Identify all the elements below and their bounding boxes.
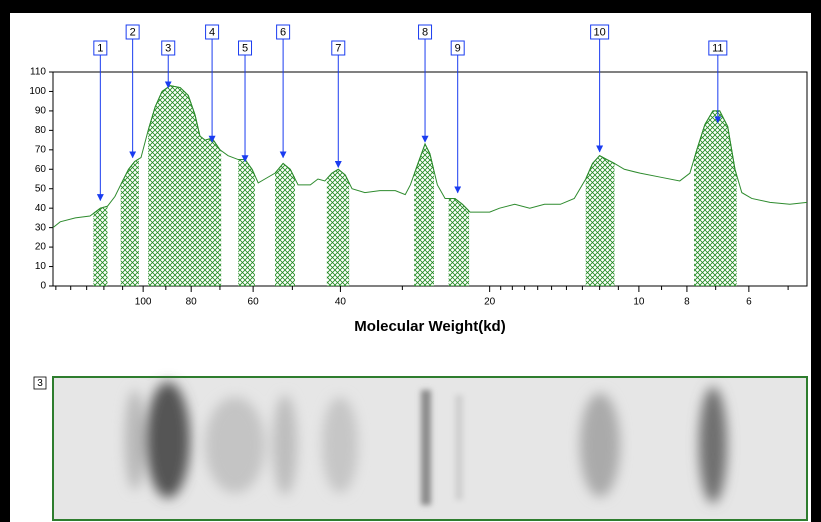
y-tick-label: 20 [35,242,47,253]
peak-label: 9 [455,42,461,54]
peak-label: 6 [280,26,286,38]
y-tick-label: 70 [35,144,47,155]
x-tick-label: 80 [186,297,198,308]
lane-label: 3 [37,378,43,389]
x-tick-label: 20 [484,297,496,308]
x-tick-label: 10 [633,297,645,308]
y-tick-label: 50 [35,183,47,194]
peak-label: 8 [422,26,428,38]
gel-band [205,397,265,493]
y-tick-label: 90 [35,106,47,117]
x-tick-label: 8 [684,297,690,308]
gel-band [699,387,727,503]
gel-band [146,382,190,498]
y-tick-label: 30 [35,222,47,233]
gel-band [455,395,463,500]
gel-band [125,390,145,490]
x-axis-label: Molecular Weight(kd) [354,318,505,335]
peak-label: 4 [209,26,215,38]
y-tick-label: 10 [35,261,47,272]
x-tick-label: 40 [335,297,347,308]
gel-band [273,395,297,495]
y-tick-label: 100 [29,86,46,97]
y-tick-label: 60 [35,164,47,175]
peak-label: 7 [335,42,341,54]
y-tick-label: 110 [30,67,46,78]
peak-label: 11 [712,42,723,54]
peak-label: 10 [594,26,606,38]
x-tick-label: 100 [135,297,152,308]
gel-image: 3 [34,377,807,520]
y-tick-label: 80 [35,125,47,136]
y-tick-label: 0 [40,281,46,292]
peak-label: 2 [130,26,136,38]
gel-band [580,393,620,497]
gel-band [322,397,358,493]
peak-label: 1 [97,42,103,54]
x-tick-label: 60 [248,297,260,308]
peak-label: 5 [242,42,248,54]
x-tick-label: 6 [746,297,752,308]
peak-label: 3 [165,42,171,54]
chart: Molecular Weight(kd) 3 0 10 20 30 40 50 60 70 80… [0,0,821,522]
gel-band [421,390,431,505]
y-tick-label: 40 [35,203,47,214]
